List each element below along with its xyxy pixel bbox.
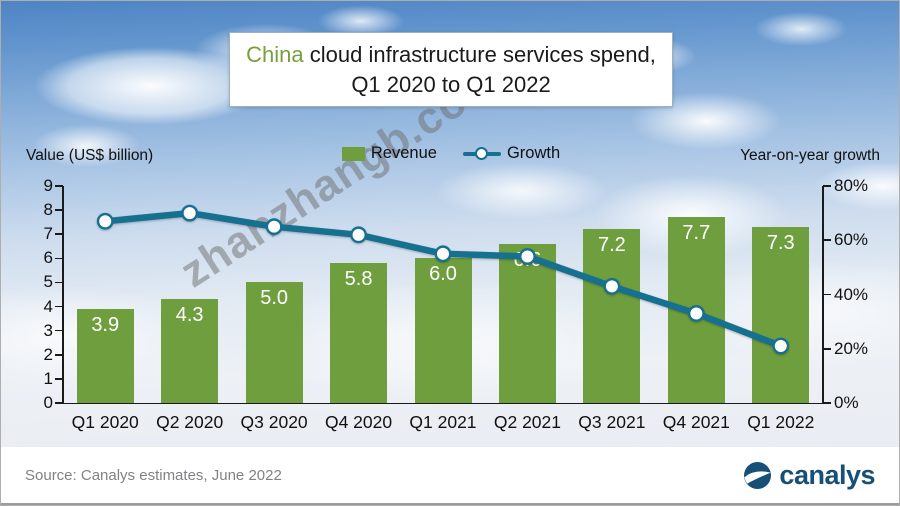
x-axis-category-label: Q4 2021 xyxy=(662,412,730,432)
left-axis-tickmark xyxy=(55,233,63,236)
left-axis-tick-label: 1 xyxy=(43,368,53,388)
bar: 5.0 xyxy=(245,282,303,403)
title-highlight: China xyxy=(246,41,304,67)
x-axis-category-label: Q1 2020 xyxy=(71,412,139,432)
x-axis-category-label: Q2 2021 xyxy=(493,412,561,432)
left-axis-tick-label: 3 xyxy=(43,320,53,340)
right-axis-tickmark xyxy=(823,239,831,242)
right-axis-tickmark xyxy=(823,293,831,296)
left-axis-tickmark xyxy=(55,353,63,356)
x-axis-category-label: Q2 2020 xyxy=(156,412,224,432)
right-axis-tick-label: 80% xyxy=(834,176,869,195)
revenue-swatch-icon xyxy=(341,146,365,161)
left-axis-tickmark xyxy=(55,329,63,332)
bar-value-label: 5.0 xyxy=(260,287,289,310)
growth-data-point-marker xyxy=(181,204,199,222)
x-axis-category-label: Q1 2021 xyxy=(409,412,477,432)
left-axis-tickmark xyxy=(55,305,63,308)
x-axis-category-label: Q4 2020 xyxy=(324,412,393,432)
left-axis-tick-label: 0 xyxy=(43,393,53,412)
left-axis-tickmark xyxy=(55,402,63,404)
bar: 7.2 xyxy=(583,229,641,403)
growth-data-point-marker xyxy=(772,337,790,355)
title-line-2: Q1 2020 to Q1 2022 xyxy=(351,71,551,97)
x-axis-category-label: Q1 2022 xyxy=(747,412,815,432)
right-axis-tickmark xyxy=(823,185,831,187)
left-axis-tick-label: 5 xyxy=(43,272,53,292)
footer: Source: Canalys estimates, June 2022 can… xyxy=(1,447,899,505)
legend-revenue-label: Revenue xyxy=(370,144,437,162)
legend-item-growth: Growth xyxy=(462,144,561,163)
x-axis-category-label: Q3 2020 xyxy=(240,412,308,432)
source-note: Source: Canalys estimates, June 2022 xyxy=(25,466,282,484)
canalys-logo: canalys xyxy=(744,460,875,491)
left-axis-title: Value (US$ billion) xyxy=(26,147,154,164)
right-axis-tick-label: 20% xyxy=(834,338,869,358)
canalys-logo-icon xyxy=(744,461,772,489)
left-axis-tick-label: 6 xyxy=(43,248,53,268)
left-axis-tick-label: 7 xyxy=(43,224,53,244)
growth-data-point-marker xyxy=(350,226,367,244)
bar-value-label: 7.7 xyxy=(682,222,711,245)
growth-data-point-marker xyxy=(434,245,452,263)
right-axis-tickmark xyxy=(823,402,831,404)
bar-series: 3.94.35.05.86.06.67.27.77.3 xyxy=(63,186,823,403)
bar-value-label: 7.2 xyxy=(597,234,626,257)
bar: 6.0 xyxy=(414,258,472,403)
left-axis-tick-label: 4 xyxy=(43,296,53,316)
right-axis-title: Year-on-year growth xyxy=(740,147,880,164)
left-axis-tickmark xyxy=(55,209,63,211)
right-axis-line xyxy=(822,186,824,404)
growth-line-icon xyxy=(462,146,501,161)
chart-title: China cloud infrastructure services spen… xyxy=(229,32,673,107)
title-line1-rest: cloud infrastructure services spend, xyxy=(303,41,656,67)
left-axis-tickmark xyxy=(55,185,63,187)
right-axis-tick-label: 0% xyxy=(834,393,859,412)
growth-data-point-marker xyxy=(519,248,536,265)
bar-value-label: 3.9 xyxy=(91,313,120,336)
left-axis-tickmark xyxy=(55,257,63,260)
growth-data-point-marker xyxy=(603,277,621,295)
right-axis-tick-label: 40% xyxy=(834,284,869,304)
left-axis-tick-label: 2 xyxy=(43,344,53,364)
left-axis-tickmark xyxy=(55,281,63,284)
legend-item-revenue: Revenue xyxy=(341,144,437,163)
legend: Revenue Growth xyxy=(1,144,899,163)
growth-line xyxy=(101,209,785,350)
right-axis-tick-label: 60% xyxy=(834,230,869,250)
bar: 7.3 xyxy=(752,227,810,403)
plot-area: 3.94.35.05.86.06.67.27.77.3 xyxy=(63,186,823,403)
title-line-1: China cloud infrastructure services spen… xyxy=(246,40,656,70)
bar-value-label: 7.3 xyxy=(766,232,795,254)
bar: 5.8 xyxy=(330,263,388,403)
growth-line-series xyxy=(96,204,790,355)
growth-data-point-marker xyxy=(96,212,114,230)
legend-growth-label: Growth xyxy=(506,144,561,162)
growth-data-point-marker xyxy=(265,218,283,236)
bar: 4.3 xyxy=(161,299,219,403)
canalys-logo-text: canalys xyxy=(779,459,875,490)
left-axis-tick-label: 9 xyxy=(43,176,53,195)
bar-value-label: 4.3 xyxy=(175,304,204,327)
right-axis-tickmark xyxy=(823,347,831,350)
growth-data-point-marker xyxy=(687,305,705,322)
bar-value-label: 6.0 xyxy=(429,263,457,286)
x-axis-category-label: Q3 2021 xyxy=(578,412,646,432)
left-axis-tick-label: 8 xyxy=(43,200,53,220)
x-axis-line xyxy=(62,402,823,405)
left-axis-line xyxy=(62,186,64,404)
bar-value-label: 5.8 xyxy=(344,268,373,291)
left-axis-tickmark xyxy=(55,378,63,380)
bar: 3.9 xyxy=(76,308,134,403)
